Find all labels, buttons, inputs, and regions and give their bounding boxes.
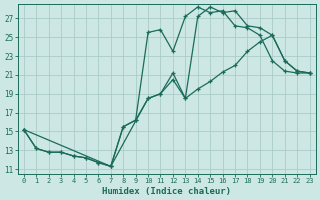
X-axis label: Humidex (Indice chaleur): Humidex (Indice chaleur) [102, 187, 231, 196]
